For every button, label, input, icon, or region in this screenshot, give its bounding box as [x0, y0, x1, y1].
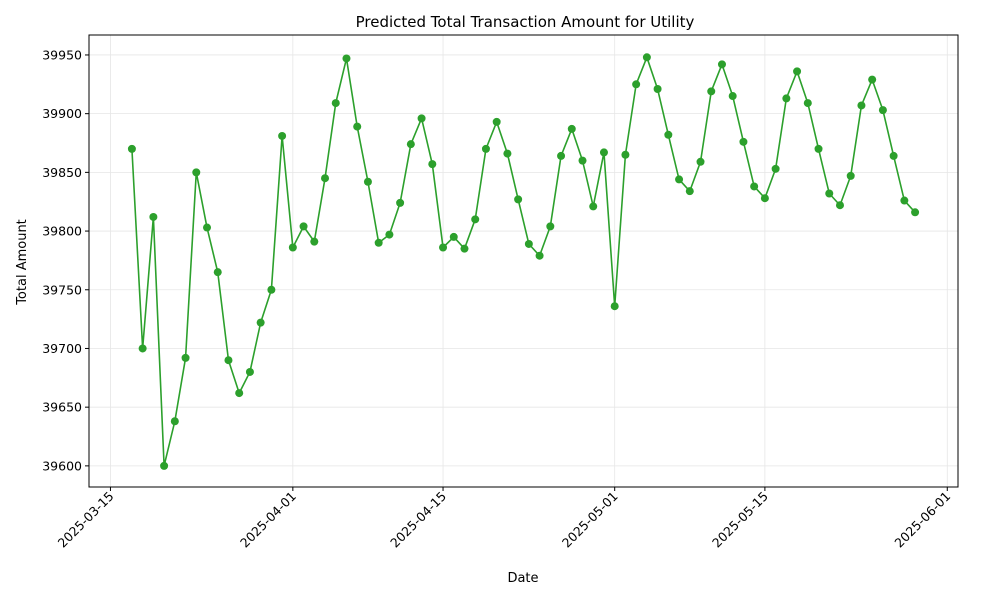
data-point	[717, 60, 726, 69]
data-point	[203, 223, 212, 232]
data-point	[331, 99, 340, 108]
data-point	[524, 239, 533, 248]
series-line	[131, 56, 916, 467]
data-point	[245, 367, 254, 376]
data-point	[406, 140, 415, 149]
data-point	[728, 92, 737, 101]
data-point	[396, 198, 405, 207]
data-point	[546, 222, 555, 231]
data-point	[449, 232, 458, 241]
data-point	[589, 202, 598, 211]
data-point	[664, 130, 673, 139]
data-point	[481, 144, 490, 153]
series-layer	[127, 53, 920, 470]
data-point	[642, 53, 651, 62]
y-axis: 39600 39650 39700 39750 39800 39850 39900 39950	[42, 47, 89, 473]
data-point	[213, 268, 222, 277]
x-axis-title: Date	[507, 571, 538, 586]
data-point	[750, 182, 759, 191]
y-tick-label: 39750	[42, 282, 82, 297]
data-point	[138, 344, 147, 353]
data-point	[363, 177, 372, 186]
data-point	[235, 389, 244, 398]
data-point	[224, 356, 233, 365]
y-tick-label: 39650	[42, 400, 82, 415]
data-point	[181, 353, 190, 362]
data-point	[846, 171, 855, 180]
data-point	[353, 122, 362, 131]
data-point	[192, 168, 201, 177]
chart-title: Predicted Total Transaction Amount for U…	[356, 13, 695, 31]
data-point	[428, 160, 437, 169]
y-tick-label: 39600	[42, 458, 82, 473]
data-point	[535, 251, 544, 260]
data-point	[599, 148, 608, 157]
data-point	[417, 114, 426, 123]
data-point	[632, 80, 641, 89]
data-point	[868, 75, 877, 84]
data-point	[256, 318, 265, 327]
data-point	[653, 85, 662, 94]
data-point	[878, 106, 887, 115]
data-point	[492, 117, 501, 126]
data-point	[814, 144, 823, 153]
data-point	[321, 174, 330, 183]
data-point	[374, 238, 383, 247]
data-point	[621, 150, 630, 159]
data-point	[160, 461, 169, 470]
data-point	[610, 302, 619, 311]
data-point	[696, 157, 705, 166]
data-point	[835, 201, 844, 210]
data-point	[793, 67, 802, 76]
data-point	[267, 285, 276, 294]
data-point	[857, 101, 866, 110]
data-point	[503, 149, 512, 158]
data-point	[288, 243, 297, 252]
data-point	[170, 417, 179, 426]
data-point	[514, 195, 523, 204]
data-point	[310, 237, 319, 246]
data-point	[342, 54, 351, 63]
data-point	[771, 164, 780, 173]
data-point	[567, 124, 576, 133]
data-point	[782, 94, 791, 103]
y-axis-title: Total Amount	[15, 219, 30, 306]
data-point	[278, 131, 287, 140]
data-point	[471, 215, 480, 224]
data-point	[675, 175, 684, 184]
data-point	[149, 212, 158, 221]
y-tick-label: 39800	[42, 224, 82, 239]
data-point	[911, 208, 920, 217]
data-point	[685, 187, 694, 196]
data-point	[578, 156, 587, 165]
y-tick-label: 39850	[42, 165, 82, 180]
data-point	[889, 151, 898, 160]
data-point	[385, 230, 394, 239]
data-point	[460, 244, 469, 253]
data-point	[900, 196, 909, 205]
y-tick-label: 39700	[42, 341, 82, 356]
data-point	[127, 144, 136, 153]
data-point	[803, 99, 812, 108]
y-tick-label: 39900	[42, 106, 82, 121]
plot-frame	[88, 34, 959, 488]
data-point	[760, 194, 769, 203]
grid	[89, 35, 958, 487]
data-point	[439, 243, 448, 252]
data-point	[557, 151, 566, 160]
y-tick-label: 39950	[42, 47, 82, 62]
data-point	[825, 189, 834, 198]
data-point	[707, 87, 716, 96]
data-point	[299, 222, 308, 231]
data-point	[739, 137, 748, 146]
